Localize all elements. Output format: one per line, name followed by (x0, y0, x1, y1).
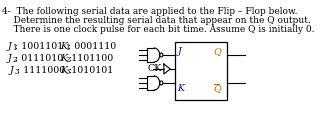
Text: K: K (60, 66, 67, 75)
Text: : 0001110: : 0001110 (68, 42, 117, 51)
Text: K: K (60, 54, 67, 63)
Text: 3: 3 (65, 68, 69, 76)
Text: J: J (8, 54, 12, 63)
Text: There is one clock pulse for each bit time. Assume Q is initially 0.: There is one clock pulse for each bit ti… (2, 25, 315, 34)
Text: K: K (178, 84, 185, 93)
Text: Q: Q (214, 47, 221, 56)
Text: J: J (178, 47, 181, 56)
Text: 2: 2 (12, 56, 17, 64)
Text: 1: 1 (12, 44, 17, 52)
Text: K: K (60, 42, 67, 51)
Text: : 1111000: : 1111000 (17, 66, 65, 75)
Text: J: J (8, 42, 12, 51)
Text: :1101100: :1101100 (68, 54, 113, 63)
Text: : 1001101: : 1001101 (15, 42, 64, 51)
Text: 3: 3 (14, 68, 18, 76)
Text: Determine the resulting serial data that appear on the Q output.: Determine the resulting serial data that… (2, 16, 311, 25)
Text: J: J (10, 66, 13, 75)
Bar (175, 42, 227, 100)
Text: 1: 1 (65, 44, 70, 52)
Text: Q: Q (214, 84, 221, 93)
Text: CK: CK (147, 64, 161, 73)
Text: :1010101: :1010101 (68, 66, 113, 75)
Text: 4-  The following serial data are applied to the Flip – Flop below.: 4- The following serial data are applied… (2, 7, 298, 16)
Text: : 0111010: : 0111010 (15, 54, 64, 63)
Text: 2: 2 (65, 56, 70, 64)
